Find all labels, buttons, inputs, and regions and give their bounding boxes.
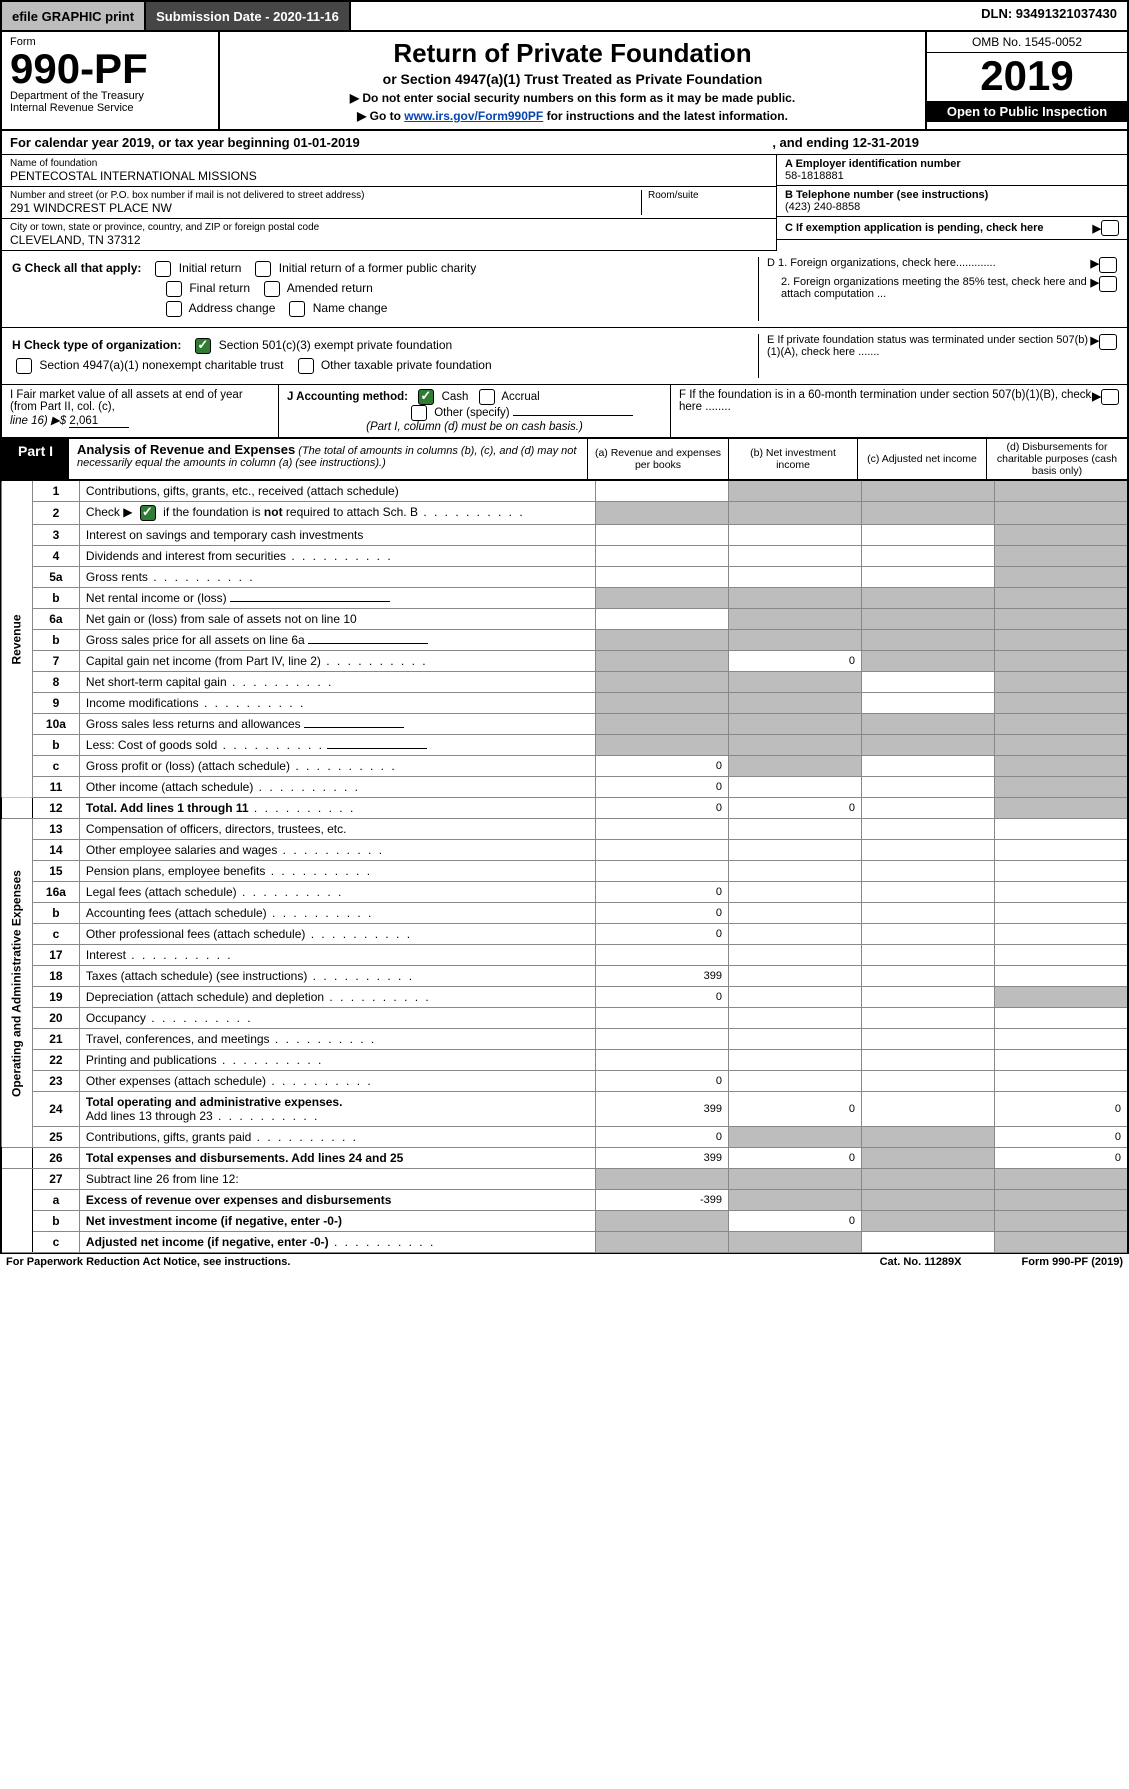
dept-treasury: Department of the Treasury <box>10 90 210 102</box>
h-501c3-check[interactable] <box>195 338 211 354</box>
phone-label: B Telephone number (see instructions) <box>785 189 1119 201</box>
open-to-public: Open to Public Inspection <box>927 101 1127 122</box>
submission-date: Submission Date - 2020-11-16 <box>146 2 351 30</box>
addr-label: Number and street (or P.O. box number if… <box>10 190 641 201</box>
g-amended-check[interactable] <box>264 281 280 297</box>
i-value: 2,061 <box>69 415 129 428</box>
phone: (423) 240-8858 <box>785 201 1119 213</box>
ein: 58-1818881 <box>785 170 1119 182</box>
opex-label: Operating and Administrative Expenses <box>1 819 32 1148</box>
d2-checkbox[interactable] <box>1099 276 1117 292</box>
part1-table: Revenue 1Contributions, gifts, grants, e… <box>0 481 1129 1253</box>
e-checkbox[interactable] <box>1099 334 1117 350</box>
h-4947-check[interactable] <box>16 358 32 374</box>
topbar: efile GRAPHIC print Submission Date - 20… <box>0 0 1129 32</box>
j-note: (Part I, column (d) must be on cash basi… <box>366 421 583 433</box>
g-initial-former-check[interactable] <box>255 261 271 277</box>
f-label: F If the foundation is in a 60-month ter… <box>679 389 1092 413</box>
j-other-check[interactable] <box>411 405 427 421</box>
d1-checkbox[interactable] <box>1099 257 1117 273</box>
revenue-label: Revenue <box>1 481 32 798</box>
part1-title: Analysis of Revenue and Expenses <box>77 442 295 457</box>
form-number: 990-PF <box>10 48 210 90</box>
h-label: H Check type of organization: <box>12 338 181 352</box>
col-b-header: (b) Net investment income <box>728 439 857 479</box>
omb-number: OMB No. 1545-0052 <box>927 32 1127 53</box>
g-name-change-check[interactable] <box>289 301 305 317</box>
col-d-header: (d) Disbursements for charitable purpose… <box>986 439 1127 479</box>
form-number-block: Form 990-PF Department of the Treasury I… <box>2 32 220 129</box>
g-initial-check[interactable] <box>155 261 171 277</box>
c-exemption-label: C If exemption application is pending, c… <box>785 222 1093 234</box>
city-state-zip: CLEVELAND, TN 37312 <box>10 233 768 247</box>
efile-print-button[interactable]: efile GRAPHIC print <box>2 2 146 30</box>
j-cash-check[interactable] <box>418 389 434 405</box>
ein-label: A Employer identification number <box>785 158 1119 170</box>
j-accrual-check[interactable] <box>479 389 495 405</box>
h-other-check[interactable] <box>298 358 314 374</box>
page-subtitle: or Section 4947(a)(1) Trust Treated as P… <box>230 71 915 87</box>
col-a-header: (a) Revenue and expenses per books <box>587 439 728 479</box>
col-c-header: (c) Adjusted net income <box>857 439 986 479</box>
l2-check[interactable] <box>140 505 156 521</box>
e-label: E If private foundation status was termi… <box>767 334 1091 358</box>
foundation-name: PENTECOSTAL INTERNATIONAL MISSIONS <box>10 169 768 183</box>
instruction-ssn: ▶ Do not enter social security numbers o… <box>230 91 915 105</box>
page-title: Return of Private Foundation <box>230 38 915 69</box>
cal-year-end: , and ending 12-31-2019 <box>772 135 919 150</box>
d2-label: 2. Foreign organizations meeting the 85%… <box>767 276 1091 300</box>
j-label: J Accounting method: <box>287 391 408 403</box>
footer-left: For Paperwork Reduction Act Notice, see … <box>6 1256 290 1268</box>
d1-label: D 1. Foreign organizations, check here..… <box>767 257 1091 273</box>
g-final-check[interactable] <box>166 281 182 297</box>
room-label: Room/suite <box>648 190 768 201</box>
tax-year: 2019 <box>927 53 1127 99</box>
city-label: City or town, state or province, country… <box>10 222 768 233</box>
irs-link[interactable]: www.irs.gov/Form990PF <box>404 109 543 123</box>
irs: Internal Revenue Service <box>10 102 210 114</box>
c-checkbox[interactable] <box>1101 220 1119 236</box>
f-checkbox[interactable] <box>1101 389 1119 405</box>
name-label: Name of foundation <box>10 158 768 169</box>
g-addr-change-check[interactable] <box>166 301 182 317</box>
g-label: G Check all that apply: <box>12 261 141 275</box>
address: 291 WINDCREST PLACE NW <box>10 201 641 215</box>
footer-cat: Cat. No. 11289X <box>880 1256 962 1268</box>
dln: DLN: 93491321037430 <box>971 2 1127 30</box>
footer-form: Form 990-PF (2019) <box>1022 1256 1123 1268</box>
instruction-url: ▶ Go to www.irs.gov/Form990PF for instru… <box>230 109 915 123</box>
part1-tag: Part I <box>2 439 69 479</box>
cal-year-text: For calendar year 2019, or tax year begi… <box>10 135 360 150</box>
i-label: I Fair market value of all assets at end… <box>10 389 270 413</box>
